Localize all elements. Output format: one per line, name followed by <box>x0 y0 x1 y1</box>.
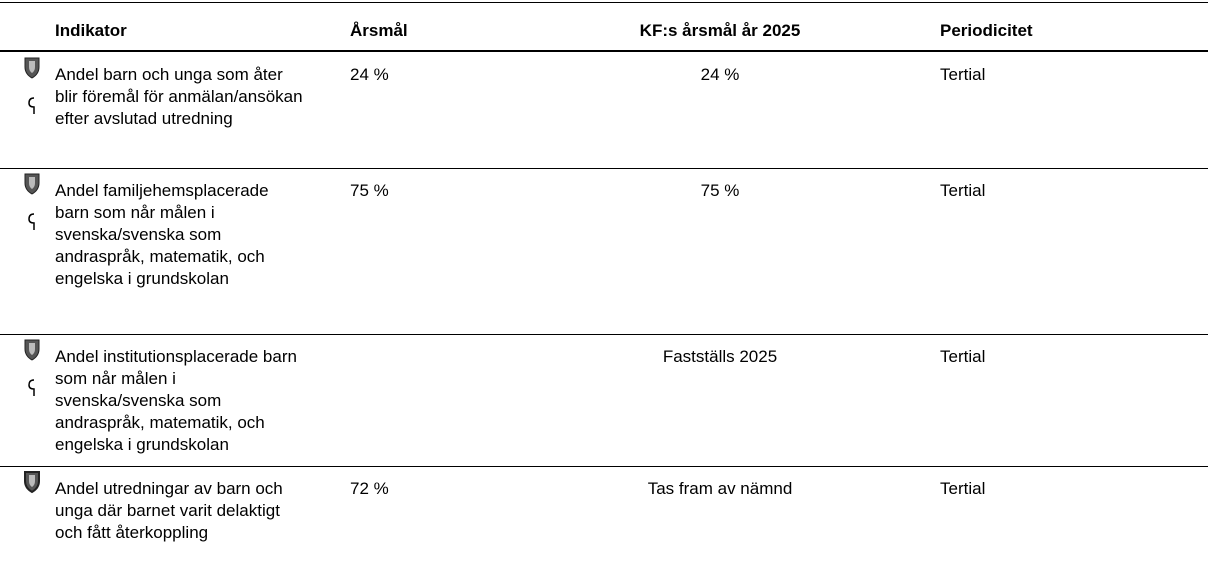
kf-goal: 24 % <box>700 65 740 84</box>
shield-icon <box>22 338 44 405</box>
indicator: Andel familjehemsplacerade barn som når … <box>55 181 269 288</box>
kf-goal: Fastställs 2025 <box>662 347 778 366</box>
shield-icon <box>22 56 44 123</box>
shield-icon <box>22 470 44 537</box>
header-cell: KF:s årsmål år 2025 <box>639 21 801 40</box>
row-border <box>0 168 1208 169</box>
annual-goal: 24 % <box>350 65 389 84</box>
indicator: Andel institutionsplacerade barn som når… <box>55 347 297 454</box>
annual-goal: 75 % <box>350 181 389 200</box>
header-cell: Indikator <box>55 21 127 40</box>
row-border <box>0 334 1208 335</box>
periodicity: Tertial <box>940 181 986 200</box>
icon <box>24 339 40 396</box>
icon <box>24 57 40 114</box>
periodicity: Tertial <box>940 479 986 498</box>
kf-goal: Tas fram av nämnd <box>647 479 793 498</box>
icon <box>24 173 40 230</box>
header-cell: Årsmål <box>350 21 408 40</box>
border <box>0 50 1208 52</box>
header-cell: Periodicitet <box>940 21 1033 40</box>
kf-goal: 75 % <box>700 181 740 200</box>
indicator: Andel barn och unga som åter blir föremå… <box>55 65 303 128</box>
shield-icon <box>22 172 44 239</box>
icon <box>24 471 40 494</box>
periodicity: Tertial <box>940 65 986 84</box>
border <box>0 2 1208 3</box>
periodicity: Tertial <box>940 347 986 366</box>
annual-goal: 72 % <box>350 479 389 498</box>
row-border <box>0 466 1208 467</box>
indicator: Andel utredningar av barn och unga där b… <box>55 479 283 542</box>
